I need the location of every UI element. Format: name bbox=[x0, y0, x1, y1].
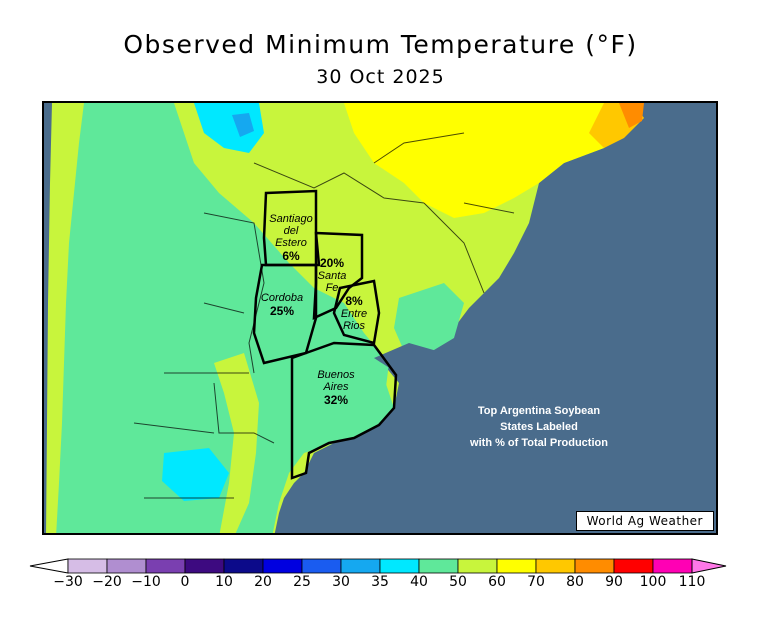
legend-swatch bbox=[301, 558, 342, 574]
legend-swatch bbox=[418, 558, 459, 574]
legend-tick-label: −30 bbox=[53, 574, 83, 590]
legend-tick-label: 25 bbox=[293, 574, 311, 590]
legend-swatch bbox=[535, 558, 576, 574]
rio-de-la-plata bbox=[374, 343, 454, 373]
credit-label: World Ag Weather bbox=[575, 511, 714, 531]
legend-swatch bbox=[652, 558, 693, 574]
legend-swatch bbox=[145, 558, 186, 574]
outline-santiago-del-estero bbox=[262, 189, 321, 267]
chile-coast-mild bbox=[44, 103, 84, 533]
cold-pocket-south bbox=[162, 448, 229, 501]
legend-tick-label: 60 bbox=[488, 574, 506, 590]
legend-tick-label: 40 bbox=[410, 574, 428, 590]
legend-below-arrow bbox=[29, 558, 69, 574]
state-percent: 20% bbox=[319, 256, 345, 270]
soybean-state-outlines bbox=[252, 189, 398, 480]
legend-swatch bbox=[457, 558, 498, 574]
state-percent: 6% bbox=[282, 249, 300, 263]
map-date: 30 Oct 2025 bbox=[316, 66, 445, 88]
legend-swatch bbox=[340, 558, 381, 574]
legend-swatch bbox=[262, 558, 303, 574]
state-label-entre-rios: 8% Entre Rios bbox=[334, 294, 374, 332]
state-percent: 32% bbox=[323, 393, 349, 407]
legend-tick-label: 20 bbox=[254, 574, 272, 590]
legend-swatch bbox=[613, 558, 654, 574]
legend-tick-label: −20 bbox=[92, 574, 122, 590]
state-label-buenos-aires: Buenos Aires 32% bbox=[310, 369, 362, 407]
cold-core-north bbox=[232, 113, 254, 137]
legend-tick-label: 110 bbox=[678, 574, 706, 590]
note-line: States Labeled bbox=[500, 421, 578, 433]
legend-tick-label: 0 bbox=[180, 574, 190, 590]
legend-tick-label: 100 bbox=[639, 574, 667, 590]
outline-buenos-aires bbox=[290, 341, 398, 480]
legend-swatch bbox=[574, 558, 615, 574]
note-line: Top Argentina Soybean bbox=[477, 405, 601, 417]
map-title: Observed Minimum Temperature (°F) bbox=[123, 30, 638, 59]
legend-swatch bbox=[379, 558, 420, 574]
color-legend bbox=[29, 558, 727, 574]
legend-tick-label: 50 bbox=[449, 574, 467, 590]
state-percent: 25% bbox=[269, 304, 295, 318]
legend-tick-label: 10 bbox=[215, 574, 233, 590]
legend-swatch bbox=[223, 558, 264, 574]
state-label-cordoba: Cordoba 25% bbox=[252, 292, 312, 318]
legend-swatch bbox=[496, 558, 537, 574]
legend-tick-label: 80 bbox=[566, 574, 584, 590]
legend-tick-label: 35 bbox=[371, 574, 389, 590]
uruguay-cool-area bbox=[394, 283, 464, 353]
outline-cordoba bbox=[252, 263, 318, 365]
legend-tick-label: 30 bbox=[332, 574, 350, 590]
pacific-ocean bbox=[44, 103, 52, 533]
legend-above-arrow bbox=[691, 558, 727, 574]
legend-swatch bbox=[184, 558, 225, 574]
buenos-aires-cool bbox=[292, 363, 394, 448]
province-borders bbox=[133, 132, 515, 499]
south-mild-strip bbox=[214, 353, 259, 533]
legend-swatch bbox=[67, 558, 108, 574]
legend-tick-label: 90 bbox=[605, 574, 623, 590]
state-percent: 8% bbox=[345, 294, 363, 308]
legend-swatch bbox=[106, 558, 147, 574]
note-line: with % of Total Production bbox=[470, 437, 608, 449]
legend-tick-label: −10 bbox=[131, 574, 161, 590]
north-warm-zone bbox=[344, 103, 634, 218]
temperature-map: Santiago del Estero 6% 20% Santa Fe Cord… bbox=[42, 101, 718, 535]
legend-tick-label: 70 bbox=[527, 574, 545, 590]
outline-entre-rios bbox=[332, 279, 381, 345]
north-hotter-spot bbox=[619, 103, 644, 128]
map-canvas bbox=[44, 103, 716, 533]
state-label-santiago-del-estero: Santiago del Estero 6% bbox=[266, 213, 316, 263]
state-label-santa-fe: 20% Santa Fe bbox=[312, 256, 352, 294]
production-note: Top Argentina Soybean States Labeled wit… bbox=[444, 403, 634, 451]
